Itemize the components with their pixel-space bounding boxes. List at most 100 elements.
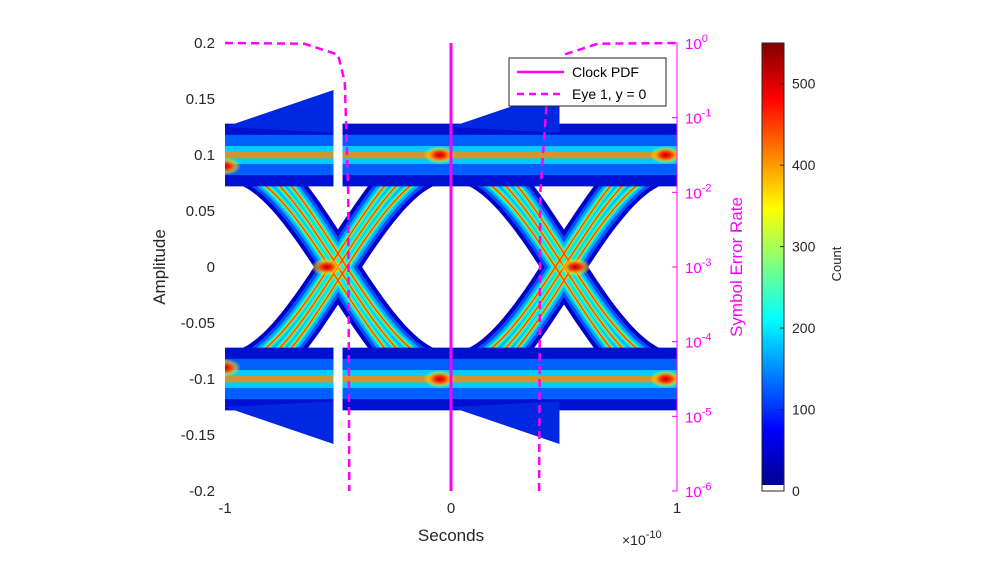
y-tick-label: 0.2 [194, 35, 215, 52]
y-tick-label: 0 [207, 259, 215, 276]
right-tick-base: 10 [685, 111, 702, 128]
eye-trace [225, 168, 226, 182]
y-axis-label: Amplitude [150, 229, 169, 305]
eye-trace [676, 168, 677, 182]
eye-trace [676, 388, 677, 393]
right-tick-base: 10 [685, 260, 702, 277]
rail-band [225, 375, 334, 383]
eye-trace [676, 168, 677, 170]
eye1-ser-left-curve [224, 41, 351, 492]
colorbar-tick-label: 0 [792, 483, 800, 499]
right-tick-exponent: 0 [702, 33, 708, 45]
right-tick-label: 10-6 [685, 481, 711, 501]
x-tick-label: 0 [447, 500, 455, 517]
eye-trace [225, 379, 226, 393]
hotspots [225, 146, 677, 388]
colorbar-tick-label: 200 [792, 320, 816, 336]
eye-trace [676, 386, 677, 393]
colorbar-zero-band [762, 485, 784, 491]
eye-trace [676, 379, 677, 393]
right-tick-exponent: -3 [702, 257, 712, 269]
eye-trace [676, 168, 677, 172]
eye-trace [225, 377, 226, 379]
y-tick-label: -0.05 [181, 315, 215, 332]
eye-trace [225, 141, 226, 144]
eye-trace [225, 155, 226, 162]
hotspot [423, 146, 456, 164]
hotspot [423, 370, 456, 388]
right-tick-label: 10-3 [685, 257, 711, 277]
hotspot [310, 258, 343, 276]
right-tick-base: 10 [685, 185, 702, 202]
colorbar-tick-label: 500 [792, 76, 816, 92]
eye-trace [225, 168, 226, 170]
upper-rail-band [225, 123, 677, 187]
eye-trace [225, 168, 226, 175]
eye-trace [676, 168, 677, 175]
eye-trace [676, 168, 677, 170]
eye-trace [225, 141, 226, 143]
eye-trace [225, 362, 226, 366]
eye-trace [225, 386, 226, 393]
eye-trace [676, 391, 677, 393]
eye1-ser-right-curve [537, 41, 678, 492]
eye-trace [225, 155, 226, 165]
eye-trace [225, 155, 226, 157]
overshoot-bottom [225, 401, 334, 444]
right-tick-base: 10 [685, 36, 702, 53]
eye-trace [225, 352, 226, 366]
right-tick-label: 10-4 [685, 332, 711, 352]
eye-trace [225, 378, 226, 379]
y-tick-label: 0.1 [194, 147, 215, 164]
eye-trace [225, 364, 226, 366]
eye-trace [225, 364, 226, 366]
overshoot-region [225, 90, 560, 444]
eye-trace [225, 372, 226, 379]
x-exponent-power: -10 [646, 529, 662, 541]
colorbar-frame [761, 42, 785, 492]
y-tick-label: -0.15 [181, 427, 215, 444]
eye-trace [225, 168, 226, 172]
right-axis-label: Symbol Error Rate [727, 197, 746, 337]
x-tick-label: -1 [218, 500, 231, 517]
legend-label: Eye 1, y = 0 [572, 86, 647, 102]
right-tick-exponent: -6 [702, 481, 712, 493]
right-tick-base: 10 [685, 484, 702, 501]
colorbar-gradient [762, 43, 784, 485]
y-tick-label: 0.15 [186, 91, 215, 108]
rail-band [342, 375, 677, 383]
eye-trace [225, 356, 226, 366]
rail-band [225, 151, 334, 159]
eye-trace [225, 168, 226, 170]
eye-trace [225, 359, 226, 366]
overshoot-top [225, 90, 334, 133]
x-tick-label: 1 [673, 500, 681, 517]
hotspot [225, 358, 241, 377]
eye-trace [225, 168, 226, 178]
eye-trace [225, 155, 226, 169]
y-tick-label: -0.2 [189, 483, 215, 500]
x-axis-label: Seconds [418, 526, 484, 545]
eye-trace [225, 388, 226, 393]
rail-band [342, 151, 677, 159]
eye-trace [225, 390, 226, 393]
eye-trace [225, 141, 226, 148]
legend-label: Clock PDF [572, 64, 639, 80]
hotspot [559, 258, 592, 276]
colorbar-label: Count [829, 246, 844, 281]
right-tick-base: 10 [685, 409, 702, 426]
hotspot [225, 157, 241, 176]
y-tick-label: 0.05 [186, 203, 215, 220]
right-tick-exponent: -1 [702, 108, 712, 120]
hotspot [649, 146, 677, 164]
eye-trace [225, 375, 226, 379]
eye-trace [225, 369, 226, 379]
eye-trace [676, 390, 677, 393]
colorbar-tick-label: 300 [792, 239, 816, 255]
eye-trace [225, 391, 226, 393]
eye-trace [225, 141, 226, 146]
right-tick-label: 10-5 [685, 406, 711, 426]
eye-trace [225, 155, 226, 159]
right-tick-exponent: -5 [702, 406, 712, 418]
